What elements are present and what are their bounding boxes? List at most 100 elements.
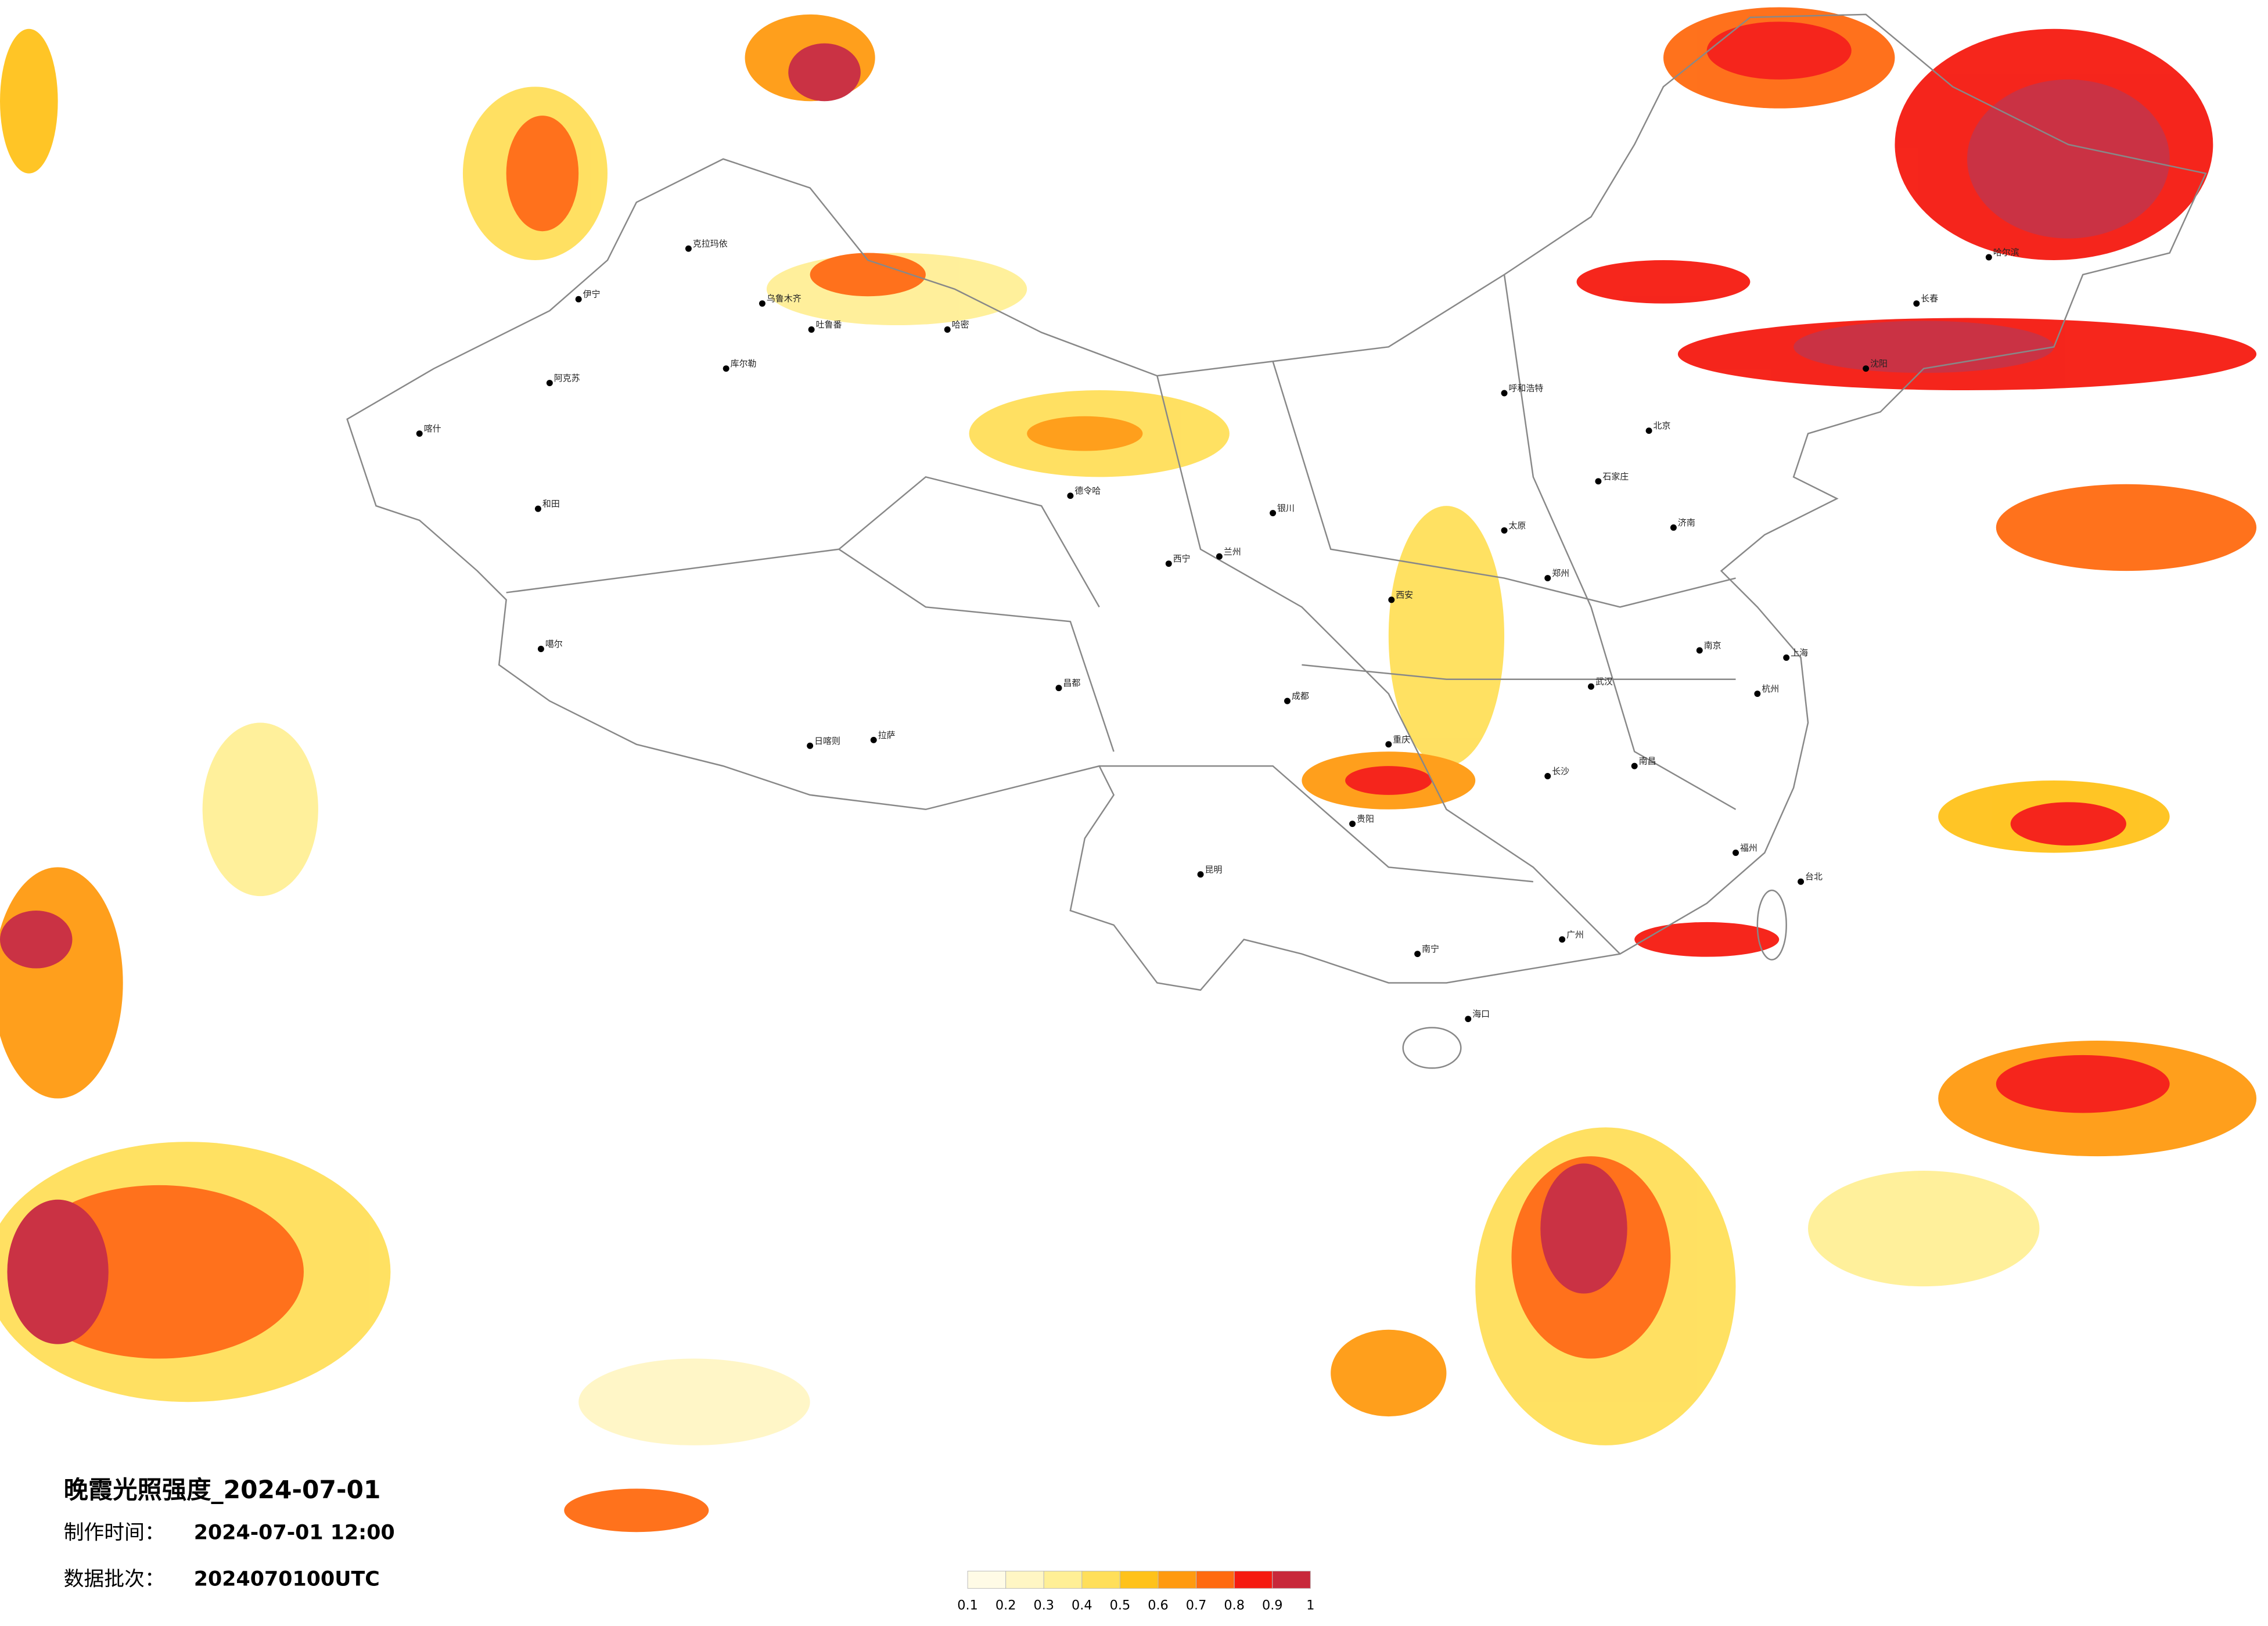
heat-patch	[7, 1199, 109, 1344]
city-label: 南宁	[1422, 944, 1439, 954]
heat-patch	[788, 43, 861, 102]
city-label: 吐鲁番	[816, 319, 842, 330]
city-label: 杭州	[1762, 684, 1779, 694]
batch-label: 数据批次：	[64, 1567, 165, 1591]
city-label: 石家庄	[1602, 471, 1629, 481]
heat-patch	[0, 28, 58, 174]
heat-patch	[1388, 506, 1505, 767]
city-label: 昌都	[1063, 678, 1080, 688]
legend-swatch	[1196, 1570, 1235, 1589]
city-label: 南昌	[1639, 756, 1656, 767]
heat-patch	[2010, 802, 2126, 846]
city-dot	[1754, 690, 1761, 697]
legend-tick-label: 0.8	[1224, 1598, 1245, 1613]
heat-patch	[564, 1488, 709, 1533]
city-label: 伊宁	[583, 289, 601, 300]
heat-patch	[1706, 21, 1852, 80]
city-label: 日喀则	[814, 736, 840, 746]
city-label: 长沙	[1552, 766, 1569, 776]
taiwan-outline	[1756, 889, 1787, 961]
heat-patch	[1996, 484, 2257, 571]
city-label: 北京	[1654, 420, 1671, 431]
city-dot	[1414, 951, 1421, 958]
batch-id: 2024070100UTC	[194, 1567, 380, 1591]
heat-patch	[1808, 1171, 2040, 1287]
city-dot	[1465, 1016, 1472, 1023]
city-label: 福州	[1740, 843, 1757, 853]
city-dot	[1544, 773, 1551, 780]
city-dot	[1631, 762, 1638, 769]
city-label: 和田	[542, 499, 560, 509]
city-dot	[416, 430, 423, 437]
city-dot	[1798, 878, 1805, 885]
made-label: 制作时间：	[64, 1521, 165, 1545]
city-dot	[685, 245, 692, 252]
legend-swatch	[1234, 1570, 1273, 1589]
city-dot	[808, 326, 815, 333]
city-label: 太原	[1509, 520, 1526, 531]
city-label: 西宁	[1173, 553, 1191, 564]
city-label: 哈尔滨	[1993, 247, 2019, 258]
city-label: 武汉	[1595, 677, 1613, 687]
legend-tick-label: 0.6	[1148, 1598, 1169, 1613]
city-dot	[1559, 936, 1566, 943]
legend-tick-label: 0.9	[1262, 1598, 1283, 1613]
legend-tick-label: 0.2	[995, 1598, 1016, 1613]
legend-swatch	[1043, 1570, 1083, 1589]
city-dot	[537, 646, 544, 652]
city-dot	[1913, 300, 1920, 307]
city-dot	[944, 326, 951, 333]
city-dot	[1985, 254, 1992, 261]
city-label: 喀什	[424, 423, 441, 434]
city-dot	[1284, 697, 1291, 704]
legend-swatch	[1081, 1570, 1120, 1589]
heat-patch	[1540, 1163, 1627, 1294]
china-outline	[346, 13, 2207, 991]
legend-tick-label: 0.4	[1072, 1598, 1092, 1613]
city-dot	[1863, 365, 1870, 372]
heat-patch	[1345, 766, 1432, 795]
city-dot	[807, 742, 814, 749]
city-dot	[1165, 560, 1172, 567]
city-dot	[723, 365, 729, 372]
heat-patch	[1027, 416, 1143, 451]
city-dot	[1645, 427, 1652, 434]
city-dot	[1501, 527, 1508, 534]
legend-swatch	[967, 1570, 1007, 1589]
legend-swatch	[1272, 1570, 1311, 1589]
city-label: 兰州	[1224, 546, 1241, 557]
heat-patch	[1793, 321, 2054, 373]
city-dot	[1055, 685, 1062, 692]
legend-tick-label: 0.1	[957, 1598, 978, 1613]
city-label: 库尔勒	[731, 358, 757, 369]
city-label: 拉萨	[878, 730, 896, 740]
city-dot	[1696, 647, 1703, 654]
legend: 0.1 0.2 0.3 0.4 0.5 0.6 0.7 0.8 0.9 1	[957, 1570, 1314, 1613]
city-dot	[1733, 849, 1739, 856]
city-label: 哈密	[952, 319, 969, 330]
hainan-outline	[1402, 1027, 1462, 1069]
heat-patch	[1331, 1329, 1447, 1417]
city-label: 德令哈	[1074, 485, 1101, 496]
city-label: 克拉玛依	[693, 239, 728, 249]
city-label: 噶尔	[545, 639, 563, 649]
legend-swatch	[1158, 1570, 1197, 1589]
city-dot	[1595, 478, 1602, 485]
city-dot	[1670, 524, 1677, 531]
city-label: 上海	[1791, 647, 1808, 658]
heat-patch	[578, 1358, 810, 1445]
city-dot	[1501, 390, 1508, 397]
city-label: 郑州	[1552, 568, 1569, 578]
city-dot	[759, 300, 765, 307]
province-lines	[506, 274, 1737, 955]
city-label: 呼和浩特	[1509, 383, 1544, 394]
legend-tick-label: 0.3	[1033, 1598, 1054, 1613]
city-label: 成都	[1292, 691, 1309, 702]
city-dot	[1067, 492, 1074, 499]
city-label: 阿克苏	[554, 373, 580, 383]
city-dot	[1270, 510, 1277, 517]
city-dot	[1587, 683, 1594, 690]
city-label: 昆明	[1205, 864, 1223, 875]
city-dot	[1349, 821, 1356, 828]
